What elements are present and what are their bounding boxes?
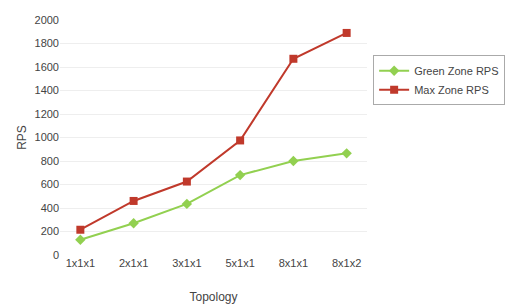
- svg-text:Green Zone RPS: Green Zone RPS: [414, 65, 498, 77]
- svg-text:Topology: Topology: [189, 290, 237, 304]
- svg-text:2x1x1: 2x1x1: [119, 257, 148, 269]
- svg-text:8x1x1: 8x1x1: [279, 257, 308, 269]
- svg-text:400: 400: [41, 202, 59, 214]
- svg-text:1x1x1: 1x1x1: [66, 257, 95, 269]
- svg-text:3x1x1: 3x1x1: [172, 257, 201, 269]
- svg-text:1400: 1400: [35, 84, 59, 96]
- svg-text:2000: 2000: [35, 14, 59, 26]
- svg-text:1000: 1000: [35, 131, 59, 143]
- svg-text:8x1x2: 8x1x2: [332, 257, 361, 269]
- svg-text:800: 800: [41, 155, 59, 167]
- svg-text:Max Zone RPS: Max Zone RPS: [414, 84, 489, 96]
- svg-text:5x1x1: 5x1x1: [225, 257, 254, 269]
- svg-text:1200: 1200: [35, 108, 59, 120]
- svg-text:600: 600: [41, 178, 59, 190]
- svg-text:0: 0: [53, 249, 59, 261]
- svg-text:1800: 1800: [35, 37, 59, 49]
- svg-text:200: 200: [41, 225, 59, 237]
- svg-text:RPS: RPS: [15, 125, 29, 150]
- svg-text:1600: 1600: [35, 61, 59, 73]
